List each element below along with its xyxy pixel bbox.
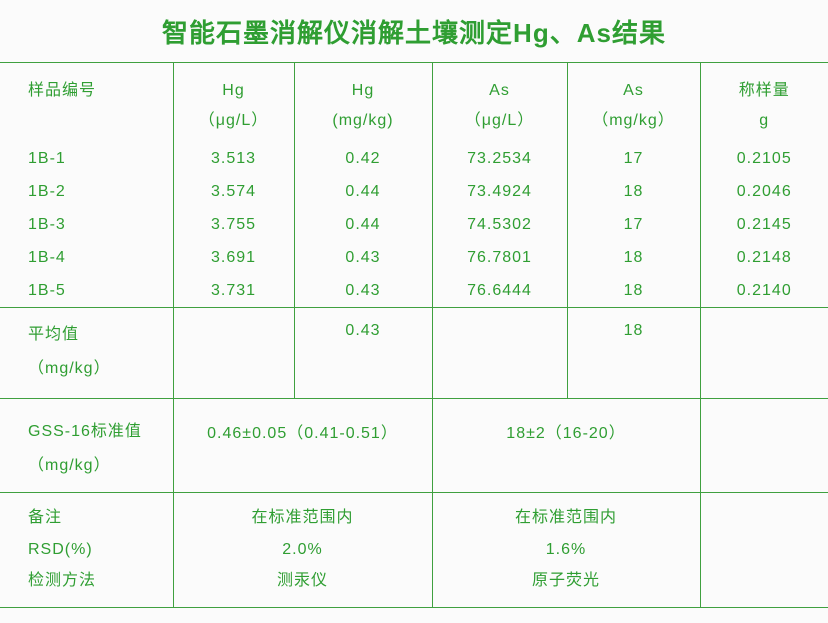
cell-hg-mgkg: 0.43 — [293, 274, 432, 308]
cell-as-mgkg: 17 — [566, 208, 700, 242]
footer-as-cell: 在标准范围内 1.6% 原子荧光 — [431, 492, 700, 608]
cell-hg-ugl: 3.574 — [172, 175, 294, 209]
remark-label: 备注 — [28, 509, 63, 526]
table-row: 1B-4 3.691 0.43 76.7801 18 0.2148 — [0, 241, 828, 275]
page-title: 智能石墨消解仪消解土壤测定Hg、As结果 — [162, 17, 666, 48]
header-weight: 称样量 g — [699, 62, 828, 143]
average-as-ugl-empty — [431, 307, 567, 399]
cell-as-ugl: 74.5302 — [431, 208, 567, 242]
header-label: 称样量 — [738, 81, 790, 99]
cell-as-ugl: 76.7801 — [431, 241, 567, 275]
rsd-label: RSD(%) — [28, 540, 93, 558]
standard-weight-empty — [699, 398, 828, 493]
standard-as-value: 18±2（16-20） — [431, 398, 700, 493]
cell-as-ugl: 73.4924 — [431, 175, 567, 209]
table-row: 1B-2 3.574 0.44 73.4924 18 0.2046 — [0, 175, 828, 209]
standard-hg-value: 0.46±0.05（0.41-0.51） — [172, 398, 432, 493]
cell-as-ugl: 73.2534 — [431, 142, 567, 176]
cell-hg-mgkg: 0.44 — [293, 175, 432, 209]
header-unit: （μg/L） — [198, 111, 269, 129]
header-as-ugl: As （μg/L） — [431, 62, 567, 143]
cell-hg-mgkg: 0.42 — [293, 142, 432, 176]
cell-weight: 0.2148 — [699, 241, 828, 275]
header-row: 样品编号 Hg （μg/L） Hg (mg/kg) As （μg/L） As — [0, 62, 828, 143]
hg-rsd: 2.0% — [282, 540, 323, 558]
cell-hg-ugl: 3.513 — [172, 142, 294, 176]
standard-label: GSS-16标准值 — [28, 423, 142, 440]
header-hg-ugl: Hg （μg/L） — [172, 62, 294, 143]
table-row: 1B-5 3.731 0.43 76.6444 18 0.2140 — [0, 274, 828, 308]
average-hg-ugl-empty — [172, 307, 294, 399]
header-as-mgkg: As （mg/kg） — [566, 62, 700, 143]
cell-weight: 0.2105 — [699, 142, 828, 176]
cell-sample-id: 1B-5 — [28, 281, 66, 299]
cell-as-mgkg: 18 — [566, 241, 700, 275]
cell-hg-mgkg: 0.43 — [293, 241, 432, 275]
cell-as-mgkg: 17 — [566, 142, 700, 176]
average-as-mgkg: 18 — [566, 307, 700, 399]
cell-as-mgkg: 18 — [566, 175, 700, 209]
method-label: 检测方法 — [28, 572, 97, 589]
header-element: As — [623, 81, 644, 99]
footer-labels-cell: 备注 RSD(%) 检测方法 — [0, 492, 173, 608]
average-unit: （mg/kg） — [28, 360, 111, 377]
header-sample-id: 样品编号 — [0, 62, 173, 143]
as-rsd: 1.6% — [545, 540, 587, 558]
table-row: 1B-3 3.755 0.44 74.5302 17 0.2145 — [0, 208, 828, 242]
footer-row: 备注 RSD(%) 检测方法 在标准范围内 2.0% 测汞仪 在标准范围内 1.… — [0, 492, 828, 608]
hg-remark: 在标准范围内 — [251, 509, 354, 526]
header-label: 样品编号 — [28, 81, 97, 99]
cell-weight: 0.2145 — [699, 208, 828, 242]
cell-sample-id: 1B-1 — [28, 150, 66, 167]
cell-hg-ugl: 3.691 — [172, 241, 294, 275]
cell-weight: 0.2046 — [699, 175, 828, 209]
header-unit: g — [759, 111, 770, 129]
header-element: As — [489, 81, 510, 99]
average-label-cell: 平均值 （mg/kg） — [0, 307, 173, 399]
average-weight-empty — [699, 307, 828, 399]
average-label: 平均值 — [28, 326, 80, 343]
cell-weight: 0.2140 — [699, 274, 828, 308]
header-unit: （μg/L） — [464, 111, 535, 129]
standard-label-cell: GSS-16标准值 （mg/kg） — [0, 398, 173, 493]
cell-hg-ugl: 3.755 — [172, 208, 294, 242]
table-row: 1B-1 3.513 0.42 73.2534 17 0.2105 — [0, 142, 828, 176]
cell-hg-mgkg: 0.44 — [293, 208, 432, 242]
results-table: 样品编号 Hg （μg/L） Hg (mg/kg) As （μg/L） As — [0, 62, 828, 608]
header-unit: （mg/kg） — [592, 111, 675, 129]
hg-method: 测汞仪 — [276, 572, 328, 589]
standard-row: GSS-16标准值 （mg/kg） 0.46±0.05（0.41-0.51） 1… — [0, 398, 828, 493]
cell-sample-id: 1B-3 — [28, 216, 66, 233]
header-unit: (mg/kg) — [332, 111, 394, 129]
average-hg-mgkg: 0.43 — [293, 307, 432, 399]
header-hg-mgkg: Hg (mg/kg) — [293, 62, 432, 143]
header-element: Hg — [222, 81, 245, 99]
as-method: 原子荧光 — [531, 572, 600, 589]
cell-sample-id: 1B-2 — [28, 183, 66, 200]
cell-hg-ugl: 3.731 — [172, 274, 294, 308]
as-remark: 在标准范围内 — [514, 509, 617, 526]
average-row: 平均值 （mg/kg） 0.43 18 — [0, 307, 828, 399]
footer-hg-cell: 在标准范围内 2.0% 测汞仪 — [172, 492, 432, 608]
cell-sample-id: 1B-4 — [28, 249, 66, 266]
header-element: Hg — [351, 81, 375, 99]
footer-weight-empty — [699, 492, 828, 608]
cell-as-mgkg: 18 — [566, 274, 700, 308]
cell-as-ugl: 76.6444 — [431, 274, 567, 308]
standard-unit: （mg/kg） — [28, 457, 111, 474]
